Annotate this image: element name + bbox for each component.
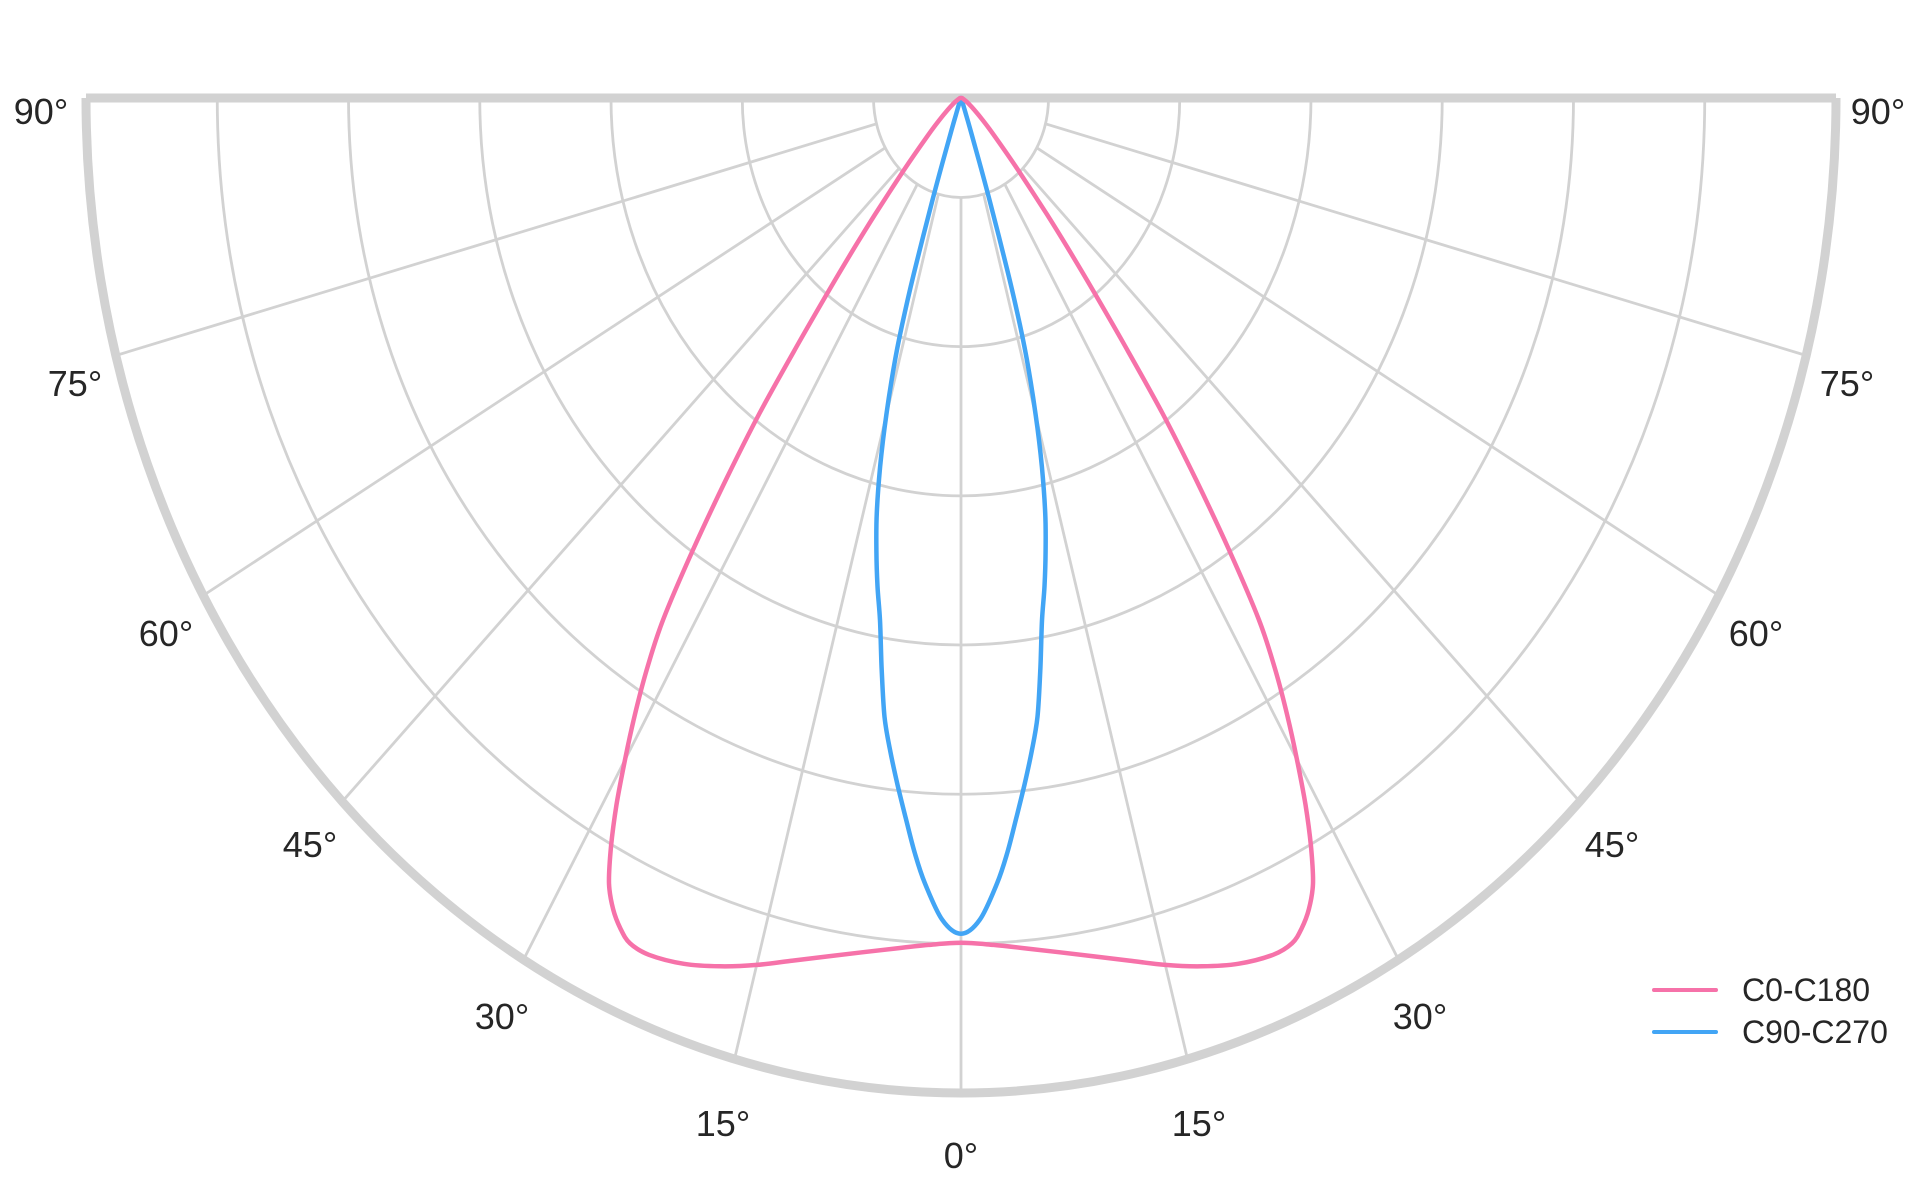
curve-c90-c270 [874,95,1048,937]
polar-grid-spoke [341,167,901,803]
curve-c0-c180 [606,95,1316,969]
legend-label: C0-C180 [1742,972,1871,1008]
polar-grid-ring [872,97,1050,199]
legend: C0-C180 C90-C270 [1652,972,1888,1050]
angle-tick-label: 30° [474,996,530,1037]
angle-tick-label: 45° [1584,824,1640,865]
angle-tick-label: 15° [1171,1103,1227,1144]
legend-item-c90-c270[interactable]: C90-C270 [1652,1014,1888,1050]
angle-tick-label: 90° [1850,91,1906,132]
polar-grid-spoke [1003,183,1400,961]
polar-grid-spoke [522,183,919,961]
angle-tick-label: 60° [1728,613,1784,654]
polar-grid-spoke [1021,167,1581,803]
legend-line-swatch-blue [1652,1030,1718,1034]
legend-label: C90-C270 [1742,1014,1888,1050]
polar-grid-spoke [115,122,877,357]
angle-tick-label: 15° [695,1103,751,1144]
polar-grid-spoke [982,193,1189,1060]
legend-line-swatch-pink [1652,988,1718,992]
polar-grid-spoke [1036,146,1720,597]
angle-tick-label: 30° [1392,996,1448,1037]
angle-tick-label: 75° [47,363,103,404]
polar-grid-spoke [733,193,940,1060]
angle-tick-label: 60° [138,613,194,654]
polar-grid-spoke [1045,122,1807,357]
angle-tick-label: 75° [1819,363,1875,404]
polar-grid-spoke [202,146,886,597]
angle-tick-label: 0° [943,1135,979,1176]
angle-tick-label: 90° [13,91,69,132]
angle-tick-label: 45° [282,824,338,865]
legend-item-c0-c180[interactable]: C0-C180 [1652,972,1888,1008]
